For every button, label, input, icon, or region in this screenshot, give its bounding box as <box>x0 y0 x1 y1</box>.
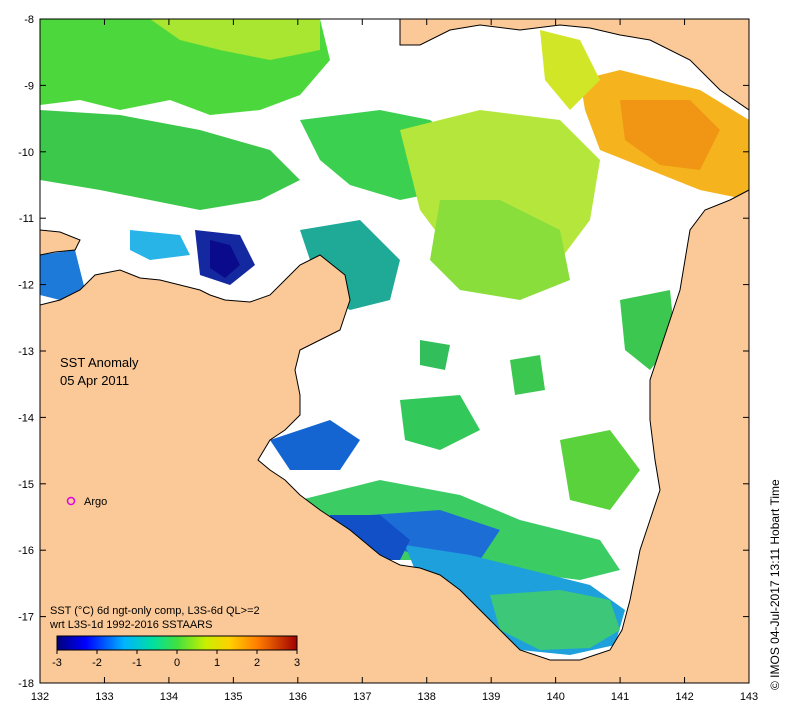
colorbar-ticks: -3 -2 -1 0 1 2 3 <box>52 650 300 669</box>
x-tick-label: 138 <box>418 691 436 703</box>
colorbar-tick-label: 2 <box>254 657 260 669</box>
colorbar-tick-label: 0 <box>174 657 180 669</box>
x-tick-label: 139 <box>482 691 500 703</box>
y-tick-label: -13 <box>18 346 34 358</box>
land-layer <box>40 19 749 683</box>
x-tick-label: 143 <box>740 691 758 703</box>
y-tick-label: -9 <box>24 80 34 92</box>
y-tick-label: -8 <box>24 14 34 26</box>
y-axis: -8-9-10-11-12-13-14-15-16-17-18 <box>18 14 749 690</box>
argo-label: Argo <box>84 496 107 508</box>
y-tick-label: -18 <box>18 678 34 690</box>
x-tick-label: 140 <box>546 691 564 703</box>
imos-credit: © IMOS 04-Jul-2017 13:11 Hobart Time <box>768 479 782 690</box>
colorbar-tick-label: -2 <box>92 657 102 669</box>
y-tick-label: -14 <box>18 412 34 424</box>
y-tick-label: -17 <box>18 612 34 624</box>
map-title-line2: 05 Apr 2011 <box>60 373 129 388</box>
x-tick-label: 136 <box>289 691 307 703</box>
colorbar <box>56 635 298 651</box>
x-tick-label: 141 <box>611 691 629 703</box>
y-tick-label: -10 <box>18 147 34 159</box>
sst-data-layer <box>40 19 749 655</box>
x-axis: 132 133 134 135 136 137 138 139 140 141 142 143 <box>31 19 758 703</box>
x-tick-label: 132 <box>31 691 49 703</box>
map-title-line1: SST Anomaly <box>60 355 139 370</box>
caption-line1: SST (°C) 6d ngt-only comp, L3S-6d QL>=2 <box>50 605 260 617</box>
colorbar-tick-label: -1 <box>132 657 142 669</box>
x-tick-label: 134 <box>160 691 178 703</box>
colorbar-tick-label: 1 <box>214 657 220 669</box>
colorbar-tick-label: 3 <box>294 657 300 669</box>
argo-marker-icon <box>66 496 76 506</box>
x-tick-label: 142 <box>675 691 693 703</box>
caption-line2: wrt L3S-1d 1992-2016 SSTAARS <box>49 619 212 631</box>
colorbar-tick-label: -3 <box>52 657 62 669</box>
y-tick-label: -16 <box>18 545 34 557</box>
y-tick-label: -11 <box>19 213 34 225</box>
x-tick-label: 135 <box>224 691 242 703</box>
x-tick-label: 137 <box>353 691 371 703</box>
y-tick-label: -12 <box>18 280 34 292</box>
y-tick-label: -15 <box>18 479 34 491</box>
x-tick-label: 133 <box>95 691 113 703</box>
